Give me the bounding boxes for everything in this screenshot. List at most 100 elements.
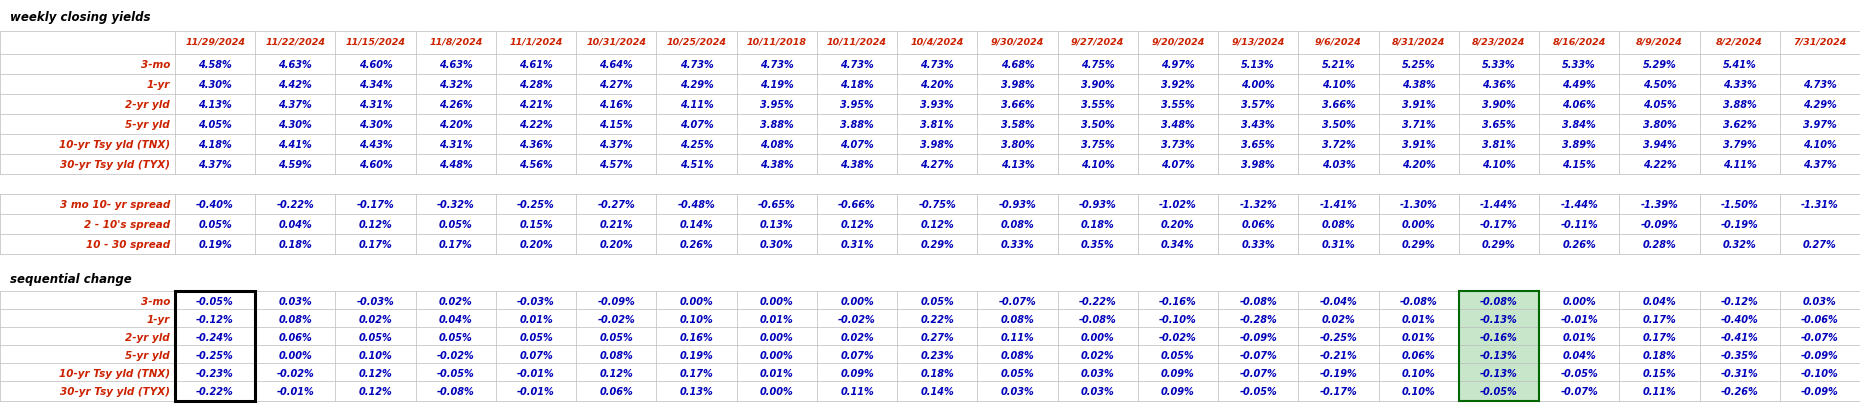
- Text: 4.59%: 4.59%: [279, 160, 312, 170]
- Text: 0.04%: 0.04%: [1642, 296, 1676, 306]
- Text: 0.02%: 0.02%: [1322, 314, 1356, 324]
- Text: 0.06%: 0.06%: [1241, 220, 1276, 229]
- Text: 10 - 30 spread: 10 - 30 spread: [86, 239, 169, 249]
- Text: -0.16%: -0.16%: [1481, 332, 1518, 342]
- Text: -0.08%: -0.08%: [437, 386, 474, 396]
- Text: 0.00%: 0.00%: [761, 386, 794, 396]
- Text: -0.26%: -0.26%: [1720, 386, 1758, 396]
- Text: -0.04%: -0.04%: [1319, 296, 1358, 306]
- Text: 3.57%: 3.57%: [1241, 100, 1276, 110]
- Text: 0.05%: 0.05%: [439, 220, 472, 229]
- Text: 3.89%: 3.89%: [1562, 139, 1596, 150]
- Text: -0.25%: -0.25%: [517, 200, 554, 209]
- Text: 0.17%: 0.17%: [1642, 332, 1676, 342]
- Text: 4.27%: 4.27%: [921, 160, 954, 170]
- Text: 4.73%: 4.73%: [921, 60, 954, 70]
- Text: -0.28%: -0.28%: [1239, 314, 1278, 324]
- Text: 4.48%: 4.48%: [439, 160, 472, 170]
- Text: -0.41%: -0.41%: [1720, 332, 1758, 342]
- Text: 3-mo: 3-mo: [141, 60, 169, 70]
- Text: 4.20%: 4.20%: [1402, 160, 1436, 170]
- Text: 0.12%: 0.12%: [359, 368, 392, 378]
- Text: 0.07%: 0.07%: [841, 350, 874, 360]
- Text: 0.05%: 0.05%: [199, 220, 232, 229]
- Text: 3.66%: 3.66%: [1322, 100, 1356, 110]
- Text: 0.12%: 0.12%: [359, 386, 392, 396]
- Text: 3.91%: 3.91%: [1402, 139, 1436, 150]
- Text: -0.08%: -0.08%: [1239, 296, 1278, 306]
- Text: 0.33%: 0.33%: [1001, 239, 1034, 249]
- Text: 4.38%: 4.38%: [761, 160, 794, 170]
- Text: 0.29%: 0.29%: [1402, 239, 1436, 249]
- Text: 3-mo: 3-mo: [141, 296, 169, 306]
- Text: -0.24%: -0.24%: [197, 332, 234, 342]
- Text: 4.18%: 4.18%: [841, 80, 874, 90]
- Text: 1-yr: 1-yr: [147, 80, 169, 90]
- Text: 3.73%: 3.73%: [1161, 139, 1194, 150]
- Text: 4.42%: 4.42%: [279, 80, 312, 90]
- Text: 3.72%: 3.72%: [1322, 139, 1356, 150]
- Text: 3.81%: 3.81%: [921, 120, 954, 130]
- Text: 3.80%: 3.80%: [1001, 139, 1034, 150]
- Text: 0.03%: 0.03%: [1081, 386, 1114, 396]
- Text: 4.28%: 4.28%: [519, 80, 552, 90]
- Text: 0.05%: 0.05%: [519, 332, 552, 342]
- Text: 4.68%: 4.68%: [1001, 60, 1034, 70]
- Text: 30-yr Tsy yld (TYX): 30-yr Tsy yld (TYX): [60, 160, 169, 170]
- Text: -0.09%: -0.09%: [1239, 332, 1278, 342]
- Text: 4.60%: 4.60%: [359, 160, 392, 170]
- Text: 11/8/2024: 11/8/2024: [430, 37, 482, 46]
- Text: 4.26%: 4.26%: [439, 100, 472, 110]
- Text: 4.07%: 4.07%: [841, 139, 874, 150]
- Text: 4.10%: 4.10%: [1322, 80, 1356, 90]
- Text: 0.00%: 0.00%: [279, 350, 312, 360]
- Text: 3.79%: 3.79%: [1722, 139, 1756, 150]
- Text: -0.09%: -0.09%: [597, 296, 634, 306]
- Text: 3.98%: 3.98%: [1001, 80, 1034, 90]
- Text: 0.29%: 0.29%: [921, 239, 954, 249]
- Text: 9/6/2024: 9/6/2024: [1315, 37, 1362, 46]
- Text: 0.18%: 0.18%: [1642, 350, 1676, 360]
- Text: 4.63%: 4.63%: [439, 60, 472, 70]
- Text: 4.36%: 4.36%: [1482, 80, 1516, 90]
- Text: 0.17%: 0.17%: [1642, 314, 1676, 324]
- Text: 0.02%: 0.02%: [359, 314, 392, 324]
- Text: 4.30%: 4.30%: [359, 120, 392, 130]
- Text: 0.09%: 0.09%: [1161, 368, 1194, 378]
- Text: 2 - 10's spread: 2 - 10's spread: [84, 220, 169, 229]
- Text: -1.41%: -1.41%: [1319, 200, 1358, 209]
- Text: 0.17%: 0.17%: [679, 368, 714, 378]
- Text: 0.00%: 0.00%: [761, 332, 794, 342]
- Text: 4.30%: 4.30%: [199, 80, 232, 90]
- Bar: [175, 291, 255, 401]
- Text: 4.19%: 4.19%: [761, 80, 794, 90]
- Text: -0.05%: -0.05%: [197, 296, 234, 306]
- Text: 0.01%: 0.01%: [1402, 332, 1436, 342]
- Text: 0.31%: 0.31%: [1322, 239, 1356, 249]
- Text: 4.61%: 4.61%: [519, 60, 552, 70]
- Text: 0.04%: 0.04%: [279, 220, 312, 229]
- Text: 5.21%: 5.21%: [1322, 60, 1356, 70]
- Text: 0.19%: 0.19%: [199, 239, 232, 249]
- Text: 3.66%: 3.66%: [1001, 100, 1034, 110]
- Text: 4.75%: 4.75%: [1081, 60, 1114, 70]
- Text: -0.17%: -0.17%: [357, 200, 394, 209]
- Text: 4.22%: 4.22%: [1642, 160, 1676, 170]
- Text: -1.02%: -1.02%: [1159, 200, 1196, 209]
- Text: 0.01%: 0.01%: [1562, 332, 1596, 342]
- Text: 4.05%: 4.05%: [1642, 100, 1676, 110]
- Text: 0.08%: 0.08%: [1001, 220, 1034, 229]
- Text: 0.02%: 0.02%: [841, 332, 874, 342]
- Text: -0.65%: -0.65%: [757, 200, 796, 209]
- Text: 4.63%: 4.63%: [279, 60, 312, 70]
- Text: 0.18%: 0.18%: [1081, 220, 1114, 229]
- Text: 4.57%: 4.57%: [599, 160, 632, 170]
- Text: 0.10%: 0.10%: [679, 314, 714, 324]
- Text: 5.25%: 5.25%: [1402, 60, 1436, 70]
- Text: -0.13%: -0.13%: [1481, 314, 1518, 324]
- Text: -0.02%: -0.02%: [839, 314, 876, 324]
- Text: 10/11/2018: 10/11/2018: [746, 37, 807, 46]
- Text: 4.25%: 4.25%: [679, 139, 714, 150]
- Text: 0.12%: 0.12%: [921, 220, 954, 229]
- Text: 0.05%: 0.05%: [921, 296, 954, 306]
